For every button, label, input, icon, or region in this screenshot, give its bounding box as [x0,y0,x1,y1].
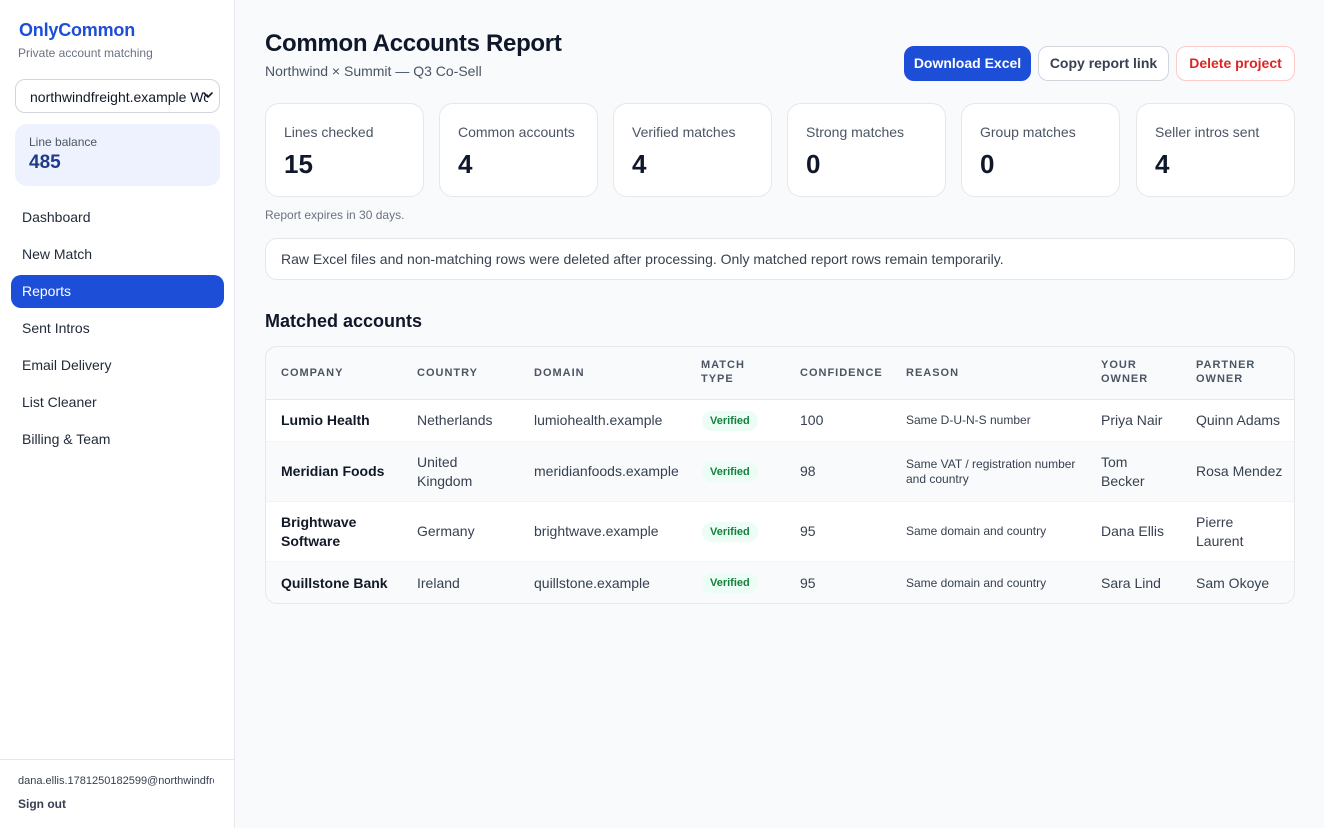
sidebar-item-dashboard[interactable]: Dashboard [22,209,91,225]
column-header-partner-owner: Partner owner [1196,359,1256,385]
stat-card-verified-matches: Verified matches 4 [613,103,772,197]
stat-card-strong-matches: Strong matches 0 [787,103,946,197]
column-header-company: Company [281,367,344,379]
stat-card-seller-intros-sent: Seller intros sent 4 [1136,103,1295,197]
stat-value: 4 [1155,149,1170,179]
page-subtitle: Northwind × Summit — Q3 Co-Sell [265,63,482,79]
cell-company: Brightwave Software [281,514,357,549]
cell-confidence: 95 [800,523,816,539]
table-row: Brightwave Software Germany brightwave.e… [266,502,1294,562]
sidebar-footer: dana.ellis.1781250182599@northwindfreigh… [0,759,234,828]
cell-confidence: 95 [800,575,816,591]
brand-tagline: Private account matching [18,46,153,60]
match-type-badge: Verified [702,522,758,542]
table-header: Company Country Domain Match type Confid… [266,347,1294,400]
section-title: Matched accounts [265,311,423,331]
delete-project-button[interactable]: Delete project [1176,46,1295,81]
copy-report-link-button[interactable]: Copy report link [1038,46,1169,81]
workspace-select[interactable]: northwindfreight.example Workspace [15,79,220,113]
match-type-badge: Verified [702,411,758,431]
cell-partner-owner: Quinn Adams [1196,412,1281,428]
line-balance-value: 485 [29,152,61,173]
column-header-match-type: Match type [701,359,745,385]
sidebar-item-list-cleaner[interactable]: List Cleaner [22,394,97,410]
stat-label: Verified matches [632,124,736,140]
match-type-badge: Verified [702,462,758,482]
cell-company: Lumio Health [281,412,370,428]
cell-country: Germany [417,523,475,539]
privacy-notice: Raw Excel files and non-matching rows we… [265,238,1295,280]
sidebar-item-new-match[interactable]: New Match [22,246,93,262]
table-row: Quillstone Bank Ireland quillstone.examp… [266,562,1294,603]
cell-confidence: 100 [800,412,824,428]
stat-label: Lines checked [284,124,374,140]
column-header-confidence: Confidence [800,367,883,379]
column-header-reason: Reason [906,367,960,379]
stat-card-common-accounts: Common accounts 4 [439,103,598,197]
cell-reason: Same domain and country [906,524,1047,538]
table-row: Meridian Foods United Kingdom meridianfo… [266,442,1294,502]
column-header-domain: Domain [534,367,585,379]
stat-value: 4 [458,149,473,179]
table-row: Lumio Health Netherlands lumiohealth.exa… [266,400,1294,442]
cell-your-owner: Priya Nair [1101,412,1163,428]
cell-your-owner: Dana Ellis [1101,523,1165,539]
column-header-country: Country [417,367,478,379]
download-excel-button[interactable]: Download Excel [904,46,1031,81]
stat-label: Strong matches [806,124,905,140]
line-balance-card: Line balance 485 [15,124,220,186]
sidebar-nav: Dashboard New Match Reports Sent Intros … [11,201,224,460]
cell-domain: meridianfoods.example [534,463,679,479]
cell-partner-owner: Pierre Laurent [1196,514,1244,549]
stat-value: 0 [806,149,821,179]
match-type-badge: Verified [702,573,758,593]
report-expiry-note: Report expires in 30 days. [265,208,405,222]
chevron-down-icon [203,92,213,98]
cell-company: Quillstone Bank [281,575,388,591]
stat-value: 0 [980,149,995,179]
brand-logo[interactable]: OnlyCommon [19,20,136,40]
cell-partner-owner: Sam Okoye [1196,575,1270,591]
cell-confidence: 98 [800,463,816,479]
sidebar-item-sent-intros[interactable]: Sent Intros [22,320,90,336]
sidebar-item-reports[interactable]: Reports [11,275,224,308]
cell-country: Ireland [417,575,460,591]
stat-card-group-matches: Group matches 0 [961,103,1120,197]
user-email: dana.ellis.1781250182599@northwindfreigh… [18,775,214,787]
cell-domain: brightwave.example [534,523,659,539]
workspace-select-value: northwindfreight.example Workspace [30,89,208,105]
stat-label: Common accounts [458,124,575,140]
line-balance-label: Line balance [29,135,98,149]
matched-accounts-table: Company Country Domain Match type Confid… [265,346,1295,604]
stat-card-lines-checked: Lines checked 15 [265,103,424,197]
sign-out-link[interactable]: Sign out [18,797,66,811]
sidebar: OnlyCommon Private account matching nort… [0,0,235,828]
cell-country: Netherlands [417,412,493,428]
cell-partner-owner: Rosa Mendez [1196,463,1283,479]
stat-label: Seller intros sent [1155,124,1260,140]
stat-value: 4 [632,149,647,179]
column-header-your-owner: Your owner [1101,359,1149,385]
cell-company: Meridian Foods [281,463,385,479]
cell-your-owner: Tom Becker [1101,454,1145,489]
cell-domain: lumiohealth.example [534,412,663,428]
sidebar-item-email-delivery[interactable]: Email Delivery [22,357,112,373]
stat-label: Group matches [980,124,1076,140]
cell-reason: Same VAT / registration number and count… [906,457,1076,486]
sidebar-item-billing-team[interactable]: Billing & Team [22,431,111,447]
cell-reason: Same D-U-N-S number [906,413,1031,427]
cell-country: United Kingdom [417,454,473,489]
stat-value: 15 [284,149,313,179]
cell-your-owner: Sara Lind [1101,575,1161,591]
cell-domain: quillstone.example [534,575,650,591]
privacy-notice-text: Raw Excel files and non-matching rows we… [281,251,1004,267]
page-title: Common Accounts Report [265,30,562,57]
cell-reason: Same domain and country [906,576,1047,590]
